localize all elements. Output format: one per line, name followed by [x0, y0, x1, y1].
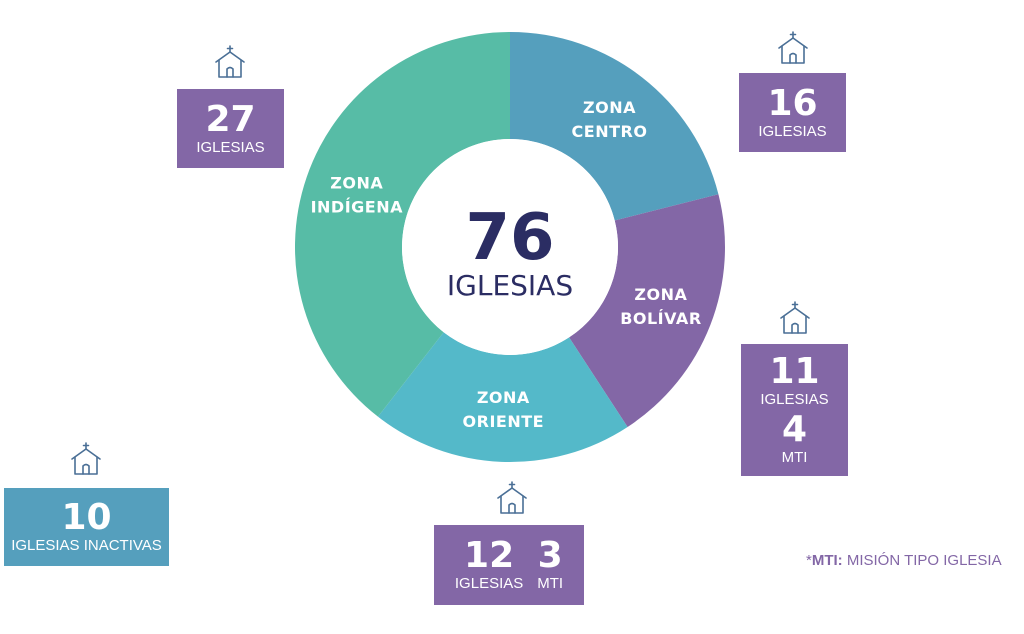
- mti-label: MTI: [537, 575, 564, 592]
- church-icon: [777, 300, 813, 336]
- footnote-abbr: MTI:: [811, 552, 843, 569]
- box-zona-indigena: 27 IGLESIAS: [177, 89, 284, 168]
- count-number: 16: [767, 82, 818, 124]
- count-label: IGLESIAS: [454, 575, 524, 592]
- church-icon: [212, 44, 248, 80]
- mti-number: 3: [537, 535, 563, 576]
- center-label: IGLESIAS: [447, 269, 573, 302]
- church-icon: [68, 441, 104, 477]
- center-total: 76: [465, 201, 554, 275]
- box-zona-bolivar: 11 IGLESIAS 4 MTI: [741, 344, 848, 476]
- box-iglesias-inactivas: 10 IGLESIAS INACTIVAS: [4, 488, 169, 566]
- count-label: IGLESIAS: [760, 391, 829, 408]
- count-number: 11: [769, 351, 820, 392]
- count-number: 12: [464, 535, 515, 576]
- count-label: IGLESIAS: [758, 122, 827, 140]
- donut-segment: [510, 32, 719, 221]
- mti-label: MTI: [781, 449, 808, 466]
- donut-hole: [402, 139, 618, 355]
- donut-segment: [377, 332, 628, 462]
- count-number: 27: [205, 98, 256, 140]
- segment-label: ZONA BOLÍVAR: [620, 285, 701, 328]
- church-icon: [494, 480, 530, 516]
- footnote-prefix: *: [806, 552, 812, 569]
- count-label: IGLESIAS INACTIVAS: [11, 537, 162, 554]
- segment-label: ZONA CENTRO: [572, 98, 648, 141]
- count-number: 10: [61, 497, 112, 538]
- segment-label: ZONA INDÍGENA: [311, 173, 404, 216]
- box-zona-oriente: 12 IGLESIAS 3 MTI: [434, 525, 584, 605]
- donut-segment: [295, 32, 510, 417]
- count-label: IGLESIAS: [196, 138, 265, 156]
- segment-label: ZONA ORIENTE: [463, 388, 545, 431]
- box-zona-centro: 16 IGLESIAS: [739, 73, 846, 152]
- footnote: *MTI: MISIÓN TIPO IGLESIA: [806, 552, 1002, 569]
- church-icon: [775, 30, 811, 66]
- footnote-text: MISIÓN TIPO IGLESIA: [842, 552, 1002, 569]
- donut-segment: [569, 194, 725, 427]
- mti-number: 4: [781, 409, 808, 450]
